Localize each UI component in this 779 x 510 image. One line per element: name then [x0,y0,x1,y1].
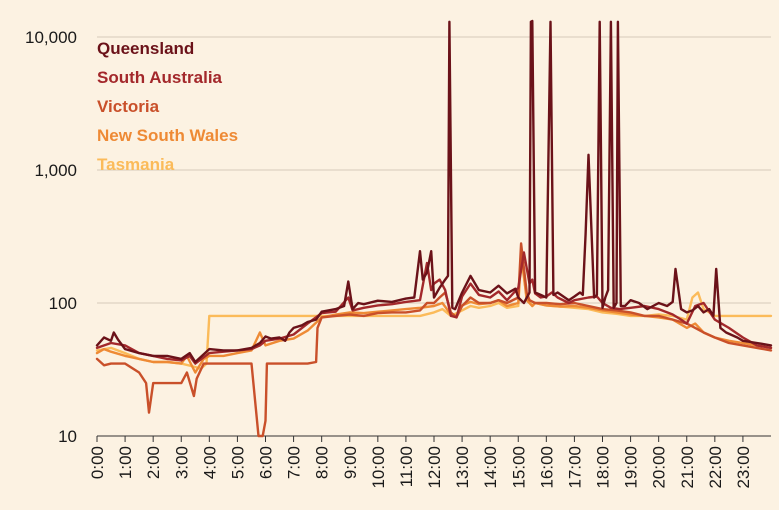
x-tick-label: 20:00 [650,446,669,489]
x-tick-label: 6:00 [257,446,276,479]
x-tick-label: 9:00 [341,446,360,479]
series-line-queensland [95,19,773,364]
x-tick-label: 15:00 [509,446,528,489]
x-axis: 0:00 1:00 2:00 3:00 4:00 5:00 6:00 7:00 8:00 9:00… [88,435,771,489]
x-tick-label: 16:00 [537,446,556,489]
y-axis-tick-labels: 10 100 1,000 10,000 [25,28,77,446]
y-tick-label: 100 [49,294,77,313]
x-tick-label: 8:00 [313,446,332,479]
series-line-victoria [95,242,773,438]
legend-entry-south-australia: South Australia [97,68,223,87]
x-tick-label: 2:00 [144,446,163,479]
x-tick-label: 0:00 [88,446,107,479]
x-tick-label: 23:00 [734,446,753,489]
y-tick-label: 10 [58,427,77,446]
x-tick-label: 11:00 [397,446,416,487]
x-tick-label: 18:00 [594,446,613,489]
legend-entry-new-south-wales: New South Wales [97,126,238,145]
legend-entry-victoria: Victoria [97,97,160,116]
x-tick-label: 7:00 [285,446,304,479]
x-tick-label: 3:00 [172,446,191,479]
x-tick-label: 10:00 [369,446,388,489]
series-line-south-australia [95,251,773,365]
series-lines [95,19,773,438]
x-tick-label: 4:00 [200,446,219,479]
x-tick-label: 22:00 [706,446,725,489]
x-tick-label: 17:00 [565,446,584,489]
y-tick-label: 10,000 [25,28,77,47]
x-tick-label: 13:00 [453,446,472,489]
x-tick-label: 14:00 [481,446,500,489]
y-tick-label: 1,000 [34,161,77,180]
x-tick-label: 12:00 [425,446,444,489]
x-tick-label: 5:00 [228,446,247,479]
legend-entry-tasmania: Tasmania [97,155,175,174]
x-tick-label: 19:00 [622,446,641,489]
x-tick-label: 1:00 [116,446,135,479]
legend: Queensland South Australia Victoria New Sou… [97,39,238,174]
legend-entry-queensland: Queensland [97,39,194,58]
x-tick-label: 21:00 [678,446,697,489]
